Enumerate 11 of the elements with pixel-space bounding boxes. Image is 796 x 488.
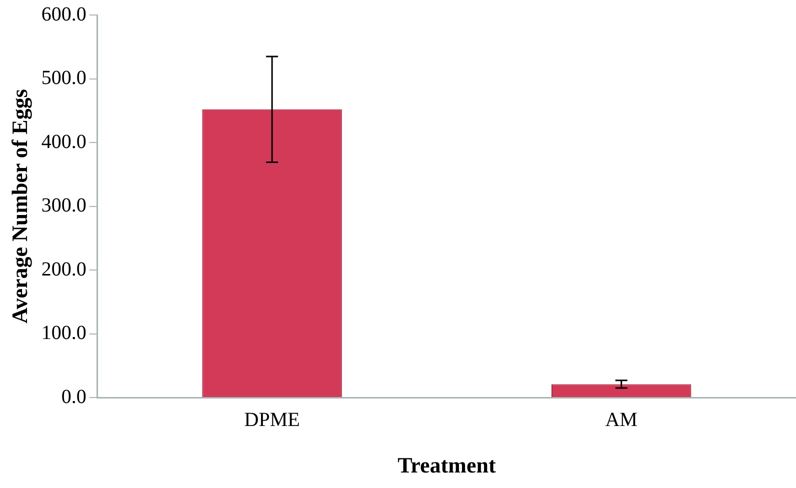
- x-tick-label: AM: [605, 408, 638, 431]
- y-axis-title: Average Number of Eggs: [6, 88, 32, 324]
- x-axis-title: Treatment: [398, 452, 496, 478]
- y-tick-label: 100.0: [41, 322, 86, 344]
- y-tick-label: 600.0: [41, 3, 86, 26]
- y-tick-label: 300.0: [41, 194, 86, 217]
- y-tick-label: 200.0: [41, 258, 86, 280]
- y-tick-label: 0.0: [61, 386, 86, 408]
- x-tick-label: DPME: [244, 408, 300, 431]
- y-tick-label: 500.0: [41, 67, 86, 90]
- y-tick-label: 400.0: [41, 130, 86, 153]
